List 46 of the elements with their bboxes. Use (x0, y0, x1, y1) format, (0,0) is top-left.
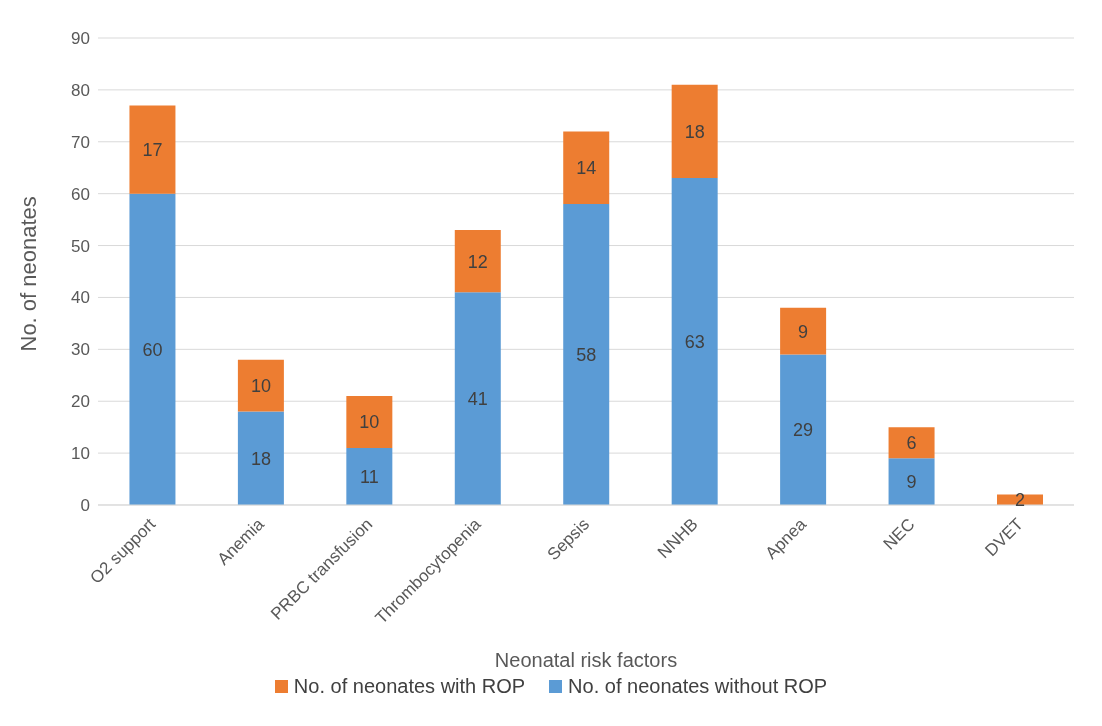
data-label: 14 (576, 158, 597, 179)
bar (888, 427, 935, 459)
bar (888, 458, 935, 505)
data-label: 18 (250, 448, 271, 469)
data-label: 60 (142, 339, 163, 360)
data-label: 9 (906, 472, 917, 493)
data-label: 58 (576, 344, 597, 365)
y-tick-label: 80 (71, 80, 90, 100)
y-tick-label: 40 (71, 288, 90, 308)
data-label: 18 (684, 121, 705, 142)
bar (129, 105, 176, 194)
bar (780, 354, 827, 505)
legend-label: No. of neonates without ROP (567, 675, 828, 698)
data-label: 63 (684, 331, 705, 352)
bar (346, 447, 393, 505)
y-tick-label: 70 (71, 132, 90, 152)
bar (237, 359, 284, 412)
y-tick-label: 50 (71, 236, 90, 256)
data-label: 11 (359, 466, 379, 487)
data-label: 41 (467, 389, 488, 410)
y-tick-label: 60 (71, 184, 90, 204)
bar (671, 84, 718, 179)
data-label: 10 (359, 412, 380, 433)
y-tick-label: 10 (71, 444, 90, 464)
y-axis-title: No. of neonates (15, 196, 41, 352)
y-tick-label: 90 (71, 29, 90, 49)
bar (671, 178, 718, 505)
data-label: 29 (793, 420, 814, 441)
data-label: 10 (250, 376, 271, 397)
bar (563, 204, 610, 505)
legend-label: No. of neonates with ROP (292, 675, 526, 698)
bar (129, 193, 176, 505)
data-label: 12 (467, 251, 488, 272)
bar (454, 292, 501, 505)
bar (237, 411, 284, 505)
bar (346, 396, 393, 448)
bar (563, 131, 610, 205)
data-label: 17 (142, 139, 163, 160)
data-label: 6 (906, 433, 917, 454)
bar (454, 229, 501, 293)
y-tick-label: 30 (71, 340, 90, 360)
bar (780, 307, 827, 355)
y-tick-label: 20 (71, 392, 90, 412)
x-axis-title: Neonatal risk factors (494, 649, 678, 671)
data-label: 9 (798, 321, 809, 342)
y-tick-label: 0 (80, 496, 90, 516)
